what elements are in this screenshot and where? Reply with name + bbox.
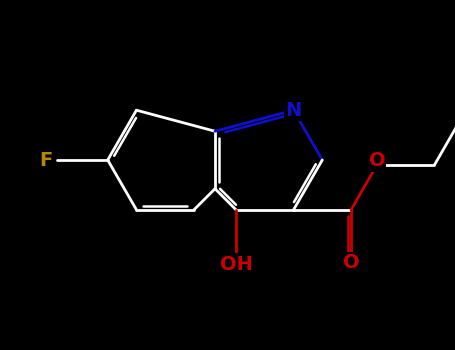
Text: O: O	[343, 253, 359, 272]
Text: F: F	[39, 150, 52, 169]
Text: OH: OH	[220, 254, 253, 274]
Text: O: O	[369, 152, 385, 170]
Text: N: N	[285, 101, 302, 120]
